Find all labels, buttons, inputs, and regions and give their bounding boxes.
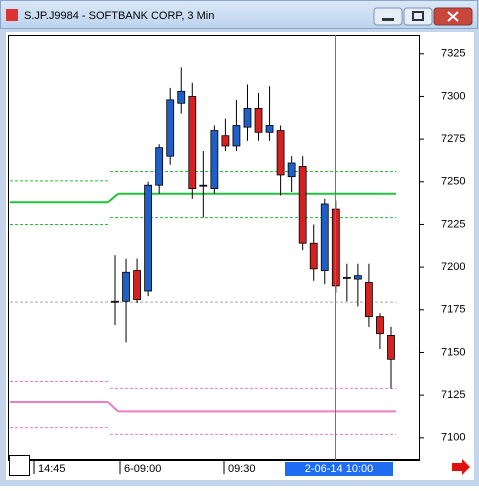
candle-body xyxy=(387,335,395,360)
candle-body xyxy=(155,147,164,186)
candle-body xyxy=(111,300,119,303)
candle-body xyxy=(232,125,241,147)
x-tick-label: 6-09:00 xyxy=(124,463,161,475)
candle-body xyxy=(320,203,329,271)
crosshair-label-box xyxy=(285,462,393,476)
candle-body xyxy=(144,184,153,292)
app-icon xyxy=(6,9,18,21)
candle-body xyxy=(122,271,130,302)
candle-body xyxy=(221,135,230,147)
candle-body xyxy=(309,242,318,270)
candle-body xyxy=(353,275,362,280)
y-tick-label: 7275 xyxy=(441,133,465,145)
scroll-arrow[interactable] xyxy=(452,459,470,475)
candle-body xyxy=(287,162,296,178)
x-tick-label: 14:45 xyxy=(38,463,66,475)
y-tick-label: 7125 xyxy=(441,389,465,401)
level-line xyxy=(107,401,119,413)
candle-body xyxy=(365,282,373,318)
candle-body xyxy=(210,130,219,190)
y-tick-label: 7200 xyxy=(441,261,465,273)
candle-body xyxy=(298,166,307,244)
minimize-icon xyxy=(382,18,394,21)
candle-body xyxy=(376,316,384,335)
candle-body xyxy=(243,107,252,128)
candle-body xyxy=(276,130,285,176)
window-title: S.JP.J9984 - SOFTBANK CORP, 3 Min xyxy=(24,10,214,22)
y-tick-label: 7100 xyxy=(441,432,465,444)
level-line xyxy=(107,192,119,204)
candle-body xyxy=(177,90,186,104)
x-tick-label: 09:30 xyxy=(228,463,256,475)
y-tick-label: 7175 xyxy=(441,304,465,316)
plot-area xyxy=(8,35,420,460)
candle-body xyxy=(199,184,208,187)
maximize-icon xyxy=(412,11,424,21)
candle-body xyxy=(166,99,175,157)
y-tick-label: 7225 xyxy=(441,218,465,230)
minimize-button[interactable] xyxy=(373,7,403,26)
corner-box xyxy=(9,455,30,476)
y-tick-label: 7325 xyxy=(441,48,465,60)
candle-body xyxy=(265,125,274,133)
close-icon xyxy=(447,11,459,22)
y-tick-label: 7150 xyxy=(441,346,465,358)
crosshair-label: 2-06-14 10:00 xyxy=(305,463,374,475)
maximize-button[interactable] xyxy=(403,7,433,26)
y-tick-label: 7250 xyxy=(441,176,465,188)
candle-body xyxy=(188,96,197,190)
candle-body xyxy=(254,107,263,133)
candle-body xyxy=(133,270,141,300)
y-tick-label: 7300 xyxy=(441,90,465,102)
candle-body xyxy=(342,276,351,279)
